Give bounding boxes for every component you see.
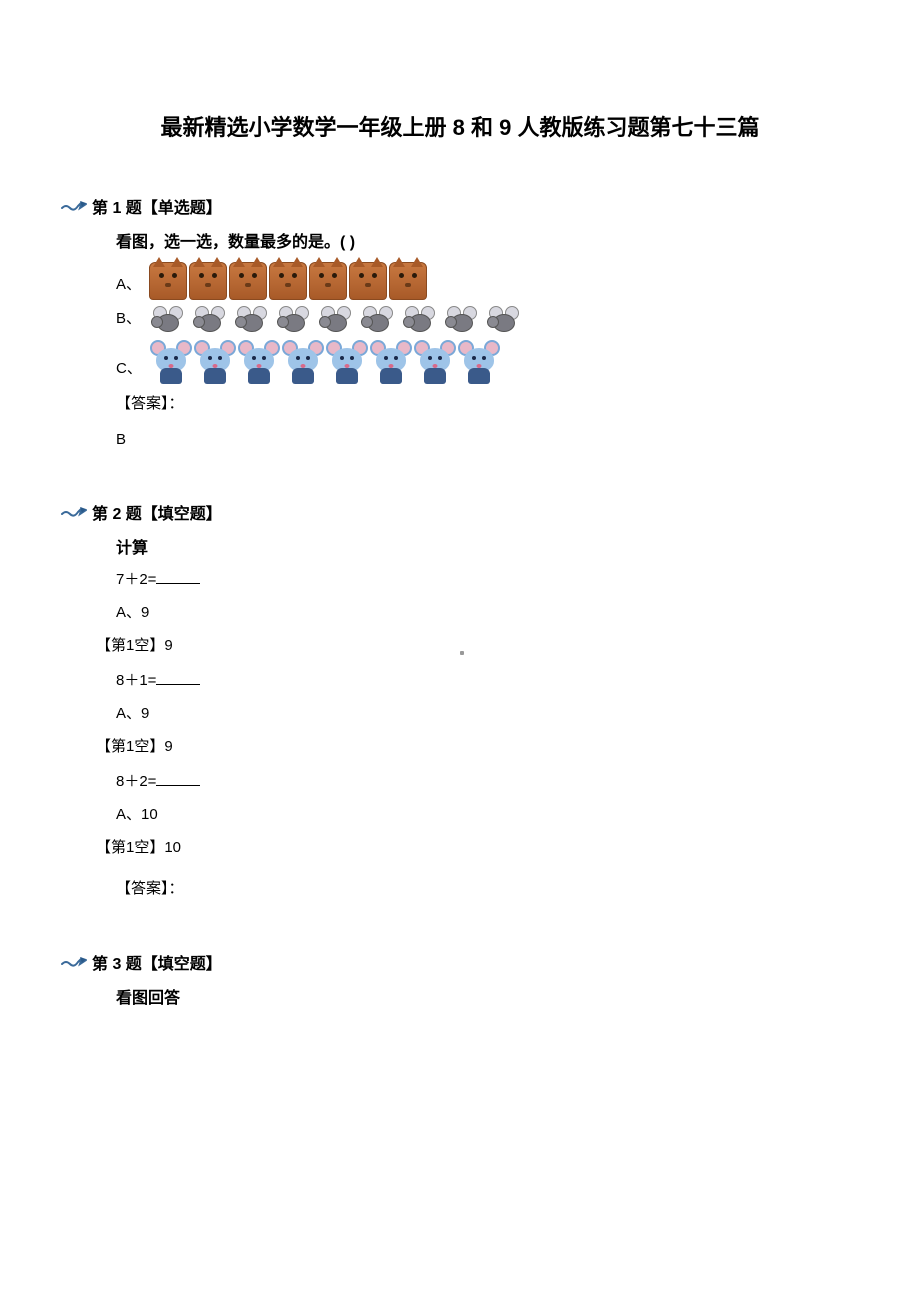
page-title: 最新精选小学数学一年级上册 8 和 9 人教版练习题第七十三篇 — [60, 110, 860, 142]
q3-header: 第 3 题【填空题】 — [60, 950, 860, 974]
cat-icon — [309, 262, 347, 300]
mice-row — [150, 340, 500, 384]
calc-expr: 8＋2= — [116, 770, 860, 791]
q2-title: 第 2 题【填空题】 — [92, 500, 222, 524]
mouse-icon — [326, 340, 368, 384]
bee-icon — [401, 306, 439, 334]
opt-b-label: B、 — [116, 307, 141, 334]
cat-icon — [229, 262, 267, 300]
cats-row — [149, 262, 427, 300]
q1-answer-value: B — [116, 431, 860, 448]
calc-expr: 7＋2= — [116, 568, 860, 589]
q3-prompt: 看图回答 — [116, 984, 860, 1008]
bee-icon — [317, 306, 355, 334]
cat-icon — [349, 262, 387, 300]
mouse-icon — [370, 340, 412, 384]
bee-icon — [485, 306, 523, 334]
bee-icon — [359, 306, 397, 334]
mouse-icon — [282, 340, 324, 384]
q1-option-b: B、 — [116, 306, 860, 334]
opt-c-label: C、 — [116, 357, 142, 384]
bee-icon — [275, 306, 313, 334]
q1-answer-label: 【答案】： — [116, 392, 860, 413]
cat-icon — [149, 262, 187, 300]
calc-option: A、9 — [116, 702, 860, 723]
calc-answer: 【第1空】9 — [96, 735, 860, 756]
q1-title: 第 1 题【单选题】 — [92, 194, 222, 218]
fill-blank[interactable] — [156, 772, 200, 786]
bees-row — [149, 306, 523, 334]
bee-icon — [149, 306, 187, 334]
bee-icon — [443, 306, 481, 334]
cat-icon — [269, 262, 307, 300]
center-marker — [460, 651, 464, 655]
calc-answer: 【第1空】10 — [96, 836, 860, 857]
mouse-icon — [414, 340, 456, 384]
q1-option-a: A、 — [116, 262, 860, 300]
q2-header: 第 2 题【填空题】 — [60, 500, 860, 524]
q1-header: 第 1 题【单选题】 — [60, 194, 860, 218]
fill-blank[interactable] — [156, 570, 200, 584]
calc-expr: 8＋1= — [116, 669, 860, 690]
opt-a-label: A、 — [116, 273, 141, 300]
mouse-icon — [458, 340, 500, 384]
cat-icon — [389, 262, 427, 300]
calc-answer: 【第1空】9 — [96, 634, 860, 655]
bee-icon — [233, 306, 271, 334]
q2-answer-label: 【答案】： — [116, 877, 860, 898]
mouse-icon — [238, 340, 280, 384]
q1-option-c: C、 — [116, 340, 860, 384]
q2-prompt: 计算 — [116, 534, 860, 558]
cat-icon — [189, 262, 227, 300]
bullet-icon — [60, 198, 88, 214]
calc-option: A、10 — [116, 803, 860, 824]
fill-blank[interactable] — [156, 671, 200, 685]
mouse-icon — [150, 340, 192, 384]
bullet-icon — [60, 504, 88, 520]
mouse-icon — [194, 340, 236, 384]
calc-option: A、9 — [116, 601, 860, 622]
bee-icon — [191, 306, 229, 334]
q3-title: 第 3 题【填空题】 — [92, 950, 222, 974]
q1-prompt: 看图，选一选，数量最多的是。( ) — [116, 228, 860, 252]
bullet-icon — [60, 954, 88, 970]
